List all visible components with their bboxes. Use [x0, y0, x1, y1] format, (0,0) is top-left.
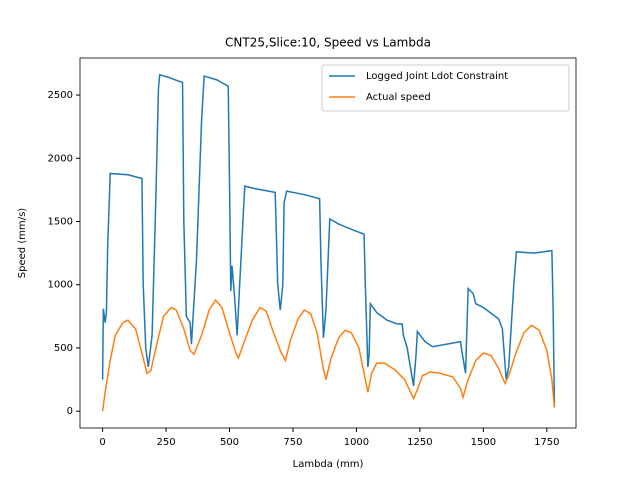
- y-axis-label: Speed (mm/s): [17, 208, 28, 278]
- series-line: [101, 298, 556, 412]
- x-tick-label: 500: [220, 437, 239, 448]
- x-tick-label: 750: [283, 437, 302, 448]
- y-tick-label: 2500: [48, 90, 73, 101]
- legend-label: Logged Joint Ldot Constraint: [366, 71, 508, 82]
- x-axis-label: Lambda (mm): [293, 459, 364, 470]
- series-line: [101, 73, 556, 408]
- x-tick-label: 1000: [344, 437, 369, 448]
- x-tick-label: 0: [99, 437, 105, 448]
- y-tick-label: 1500: [48, 217, 73, 228]
- chart-title: CNT25,Slice:10, Speed vs Lambda: [225, 36, 431, 50]
- y-tick-label: 1000: [48, 280, 73, 291]
- x-tick-label: 250: [157, 437, 176, 448]
- y-tick-label: 500: [54, 343, 73, 354]
- x-tick-label: 1250: [407, 437, 432, 448]
- x-tick-label: 1500: [471, 437, 496, 448]
- y-tick-label: 0: [67, 406, 73, 417]
- plot-frame: [79, 57, 577, 429]
- y-tick-label: 2000: [48, 153, 73, 164]
- legend-label: Actual speed: [366, 92, 431, 103]
- legend-box: [321, 64, 570, 112]
- x-tick-label: 1750: [534, 437, 559, 448]
